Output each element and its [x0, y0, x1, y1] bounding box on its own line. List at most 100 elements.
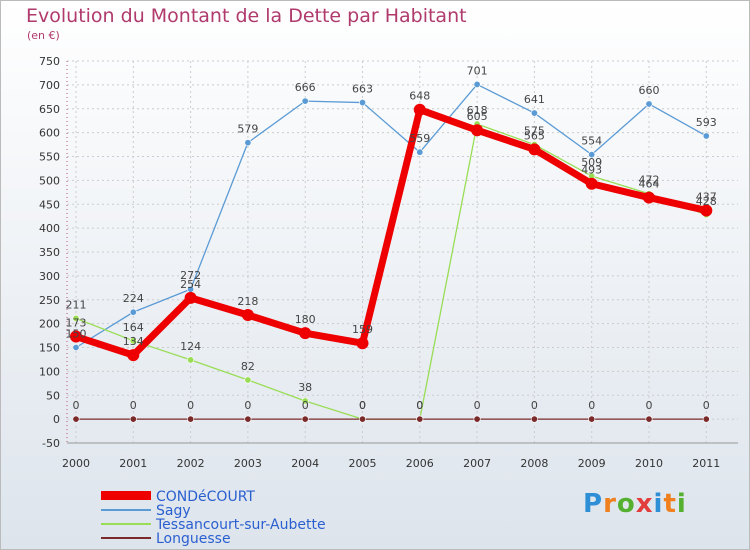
series-layer: [70, 80, 713, 423]
grid: [67, 60, 738, 444]
data-label-longuesse: 0: [302, 399, 309, 412]
data-label-tessancourt-sur-aubette: 575: [524, 125, 545, 138]
data-labels: 150 224 272 579 666 663 559 701 641 554 660 593 211 1…: [66, 64, 717, 412]
y-tick-label: 300: [39, 270, 60, 283]
data-point-longuesse: [129, 415, 137, 423]
data-point-condecourt: [643, 191, 655, 204]
data-point-condecourt: [471, 124, 484, 137]
x-tick-label: 2009: [578, 457, 606, 470]
data-label-longuesse: 0: [187, 399, 194, 412]
data-label-longuesse: 0: [588, 399, 595, 412]
y-tick-label: 500: [39, 174, 60, 187]
data-point-condecourt: [356, 337, 369, 350]
data-label-condecourt: 159: [352, 323, 373, 336]
data-label-sagy: 593: [696, 116, 717, 129]
x-tick-label: 2004: [291, 457, 319, 470]
legend-swatch-sagy: [101, 509, 151, 511]
data-label-longuesse: 0: [531, 399, 538, 412]
y-tick-label: 350: [39, 246, 60, 259]
y-tick-label: 0: [53, 413, 60, 426]
data-point-sagy: [244, 139, 252, 147]
legend-item-condecourt: CONDéCOURT: [101, 489, 401, 505]
y-tick-label: 550: [39, 151, 60, 164]
legend-swatch-condecourt: [101, 491, 151, 500]
data-label-tessancourt-sur-aubette: 82: [241, 360, 255, 373]
data-label-condecourt: 437: [696, 190, 717, 203]
logo-letter: t: [663, 489, 677, 519]
data-point-tessancourt-sur-aubette: [244, 376, 252, 384]
x-tick-label: 2006: [406, 457, 434, 470]
data-label-sagy: 660: [639, 84, 660, 97]
data-point-longuesse: [244, 415, 252, 423]
data-label-tessancourt-sur-aubette: 428: [696, 195, 717, 208]
legend-label-condecourt: CONDéCOURT: [156, 489, 255, 505]
data-label-tessancourt-sur-aubette: 124: [180, 340, 201, 353]
data-point-sagy: [416, 148, 424, 156]
data-point-condecourt: [585, 177, 598, 190]
data-label-sagy: 666: [295, 81, 316, 94]
data-label-condecourt: 565: [524, 129, 545, 142]
legend-swatch-tessancourt: [101, 523, 151, 525]
x-tick-label: 2005: [349, 457, 377, 470]
series-line-sagy: [75, 83, 707, 349]
data-point-sagy: [72, 343, 80, 351]
legend-item-sagy: Sagy: [101, 503, 401, 519]
logo-letter: i: [653, 489, 664, 519]
data-point-sagy: [530, 109, 538, 117]
data-label-sagy: 224: [123, 292, 144, 305]
logo-letter: P: [583, 489, 604, 519]
y-tick-label: 700: [39, 79, 60, 92]
y-tick-label: 100: [39, 365, 60, 378]
data-label-longuesse: 0: [244, 399, 251, 412]
y-tick-label: 600: [39, 127, 60, 140]
data-point-longuesse: [473, 415, 481, 423]
logo-letter: x: [635, 489, 654, 519]
data-label-tessancourt-sur-aubette: 0: [416, 399, 423, 412]
chart-title: Evolution du Montant de la Dette par Hab…: [26, 5, 467, 27]
y-tick-label: 50: [46, 389, 60, 402]
data-label-longuesse: 0: [359, 399, 366, 412]
data-label-longuesse: 0: [646, 399, 653, 412]
logo-letter: i: [676, 489, 687, 519]
data-point-longuesse: [187, 415, 195, 423]
data-label-sagy: 701: [467, 64, 488, 77]
y-tick-label: -50: [42, 437, 60, 450]
data-label-condecourt: 134: [123, 335, 144, 348]
data-label-tessancourt-sur-aubette: 164: [123, 321, 144, 334]
data-label-tessancourt-sur-aubette: 0: [359, 399, 366, 412]
data-label-tessancourt-sur-aubette: 38: [298, 381, 312, 394]
data-point-condecourt: [70, 330, 82, 343]
data-label-longuesse: 0: [130, 399, 137, 412]
data-point-longuesse: [301, 415, 309, 423]
data-point-sagy: [702, 132, 710, 140]
legend-item-longuesse: Longuesse: [101, 531, 401, 547]
legend-swatch-longuesse: [101, 537, 151, 539]
y-tick-label: 400: [39, 222, 60, 235]
x-tick-label: 2008: [520, 457, 548, 470]
y-tick-label: 250: [39, 294, 60, 307]
data-label-sagy: 150: [66, 328, 87, 341]
data-label-tessancourt-sur-aubette: 211: [66, 298, 87, 311]
data-label-condecourt: 254: [180, 278, 201, 291]
data-point-longuesse: [72, 415, 80, 423]
data-label-condecourt: 464: [639, 178, 660, 191]
data-point-tessancourt-sur-aubette: [72, 314, 80, 322]
data-label-longuesse: 0: [416, 399, 423, 412]
legend-item-tessancourt: Tessancourt-sur-Aubette: [101, 517, 401, 533]
data-point-sagy: [645, 100, 653, 108]
data-label-condecourt: 605: [467, 110, 488, 123]
proxiti-logo: Proxiti: [583, 489, 687, 519]
data-label-tessancourt-sur-aubette: 472: [639, 174, 660, 187]
data-point-longuesse: [530, 415, 538, 423]
data-label-sagy: 272: [180, 269, 201, 282]
data-label-condecourt: 648: [409, 90, 430, 103]
x-tick-label: 2001: [119, 457, 147, 470]
legend-label-sagy: Sagy: [156, 503, 191, 519]
data-point-sagy: [588, 151, 596, 159]
data-label-sagy: 559: [409, 132, 430, 145]
data-point-tessancourt-sur-aubette: [129, 337, 137, 345]
data-point-tessancourt-sur-aubette: [187, 356, 195, 364]
data-point-longuesse: [358, 415, 366, 423]
